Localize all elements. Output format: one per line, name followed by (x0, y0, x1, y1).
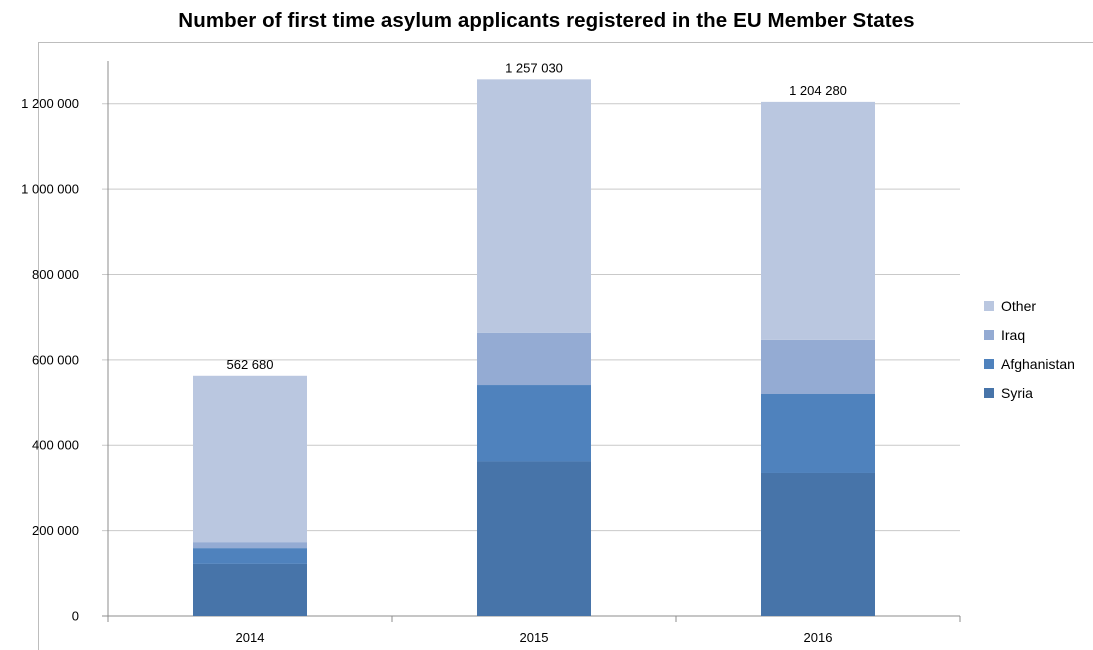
legend-swatch (984, 359, 994, 369)
bar-total-label: 1 257 030 (505, 60, 563, 75)
bar-segment-syria-2016 (761, 472, 875, 616)
legend-label: Syria (1001, 385, 1033, 401)
y-tick-label: 400 000 (32, 438, 79, 453)
bar-segment-syria-2014 (193, 563, 307, 616)
y-tick-label: 0 (72, 609, 79, 624)
bar-total-label: 562 680 (227, 357, 274, 372)
bar-segment-syria-2015 (477, 461, 591, 616)
bar-segment-iraq-2016 (761, 339, 875, 394)
legend-label: Afghanistan (1001, 356, 1075, 372)
bar-segment-afghanistan-2016 (761, 394, 875, 473)
legend-label: Iraq (1001, 327, 1025, 343)
bar-segment-iraq-2014 (193, 542, 307, 549)
y-tick-label: 600 000 (32, 352, 79, 367)
y-tick-label: 800 000 (32, 267, 79, 282)
x-tick-label: 2016 (804, 630, 833, 645)
chart-title: Number of first time asylum applicants r… (178, 9, 915, 32)
legend-swatch (984, 301, 994, 311)
bar-segment-afghanistan-2015 (477, 385, 591, 462)
x-tick-label: 2015 (520, 630, 549, 645)
bar-total-label: 1 204 280 (789, 83, 847, 98)
bar-segment-iraq-2015 (477, 332, 591, 386)
y-tick-label: 1 000 000 (21, 182, 79, 197)
bar-segment-other-2014 (193, 375, 307, 543)
x-tick-label: 2014 (236, 630, 265, 645)
chart-frame (38, 42, 1093, 650)
bar-segment-afghanistan-2014 (193, 548, 307, 564)
bar-segment-other-2016 (761, 101, 875, 340)
legend-label: Other (1001, 298, 1036, 314)
y-tick-label: 200 000 (32, 523, 79, 538)
legend-swatch (984, 330, 994, 340)
bar-segment-other-2015 (477, 79, 591, 333)
legend-swatch (984, 388, 994, 398)
y-tick-label: 1 200 000 (21, 96, 79, 111)
